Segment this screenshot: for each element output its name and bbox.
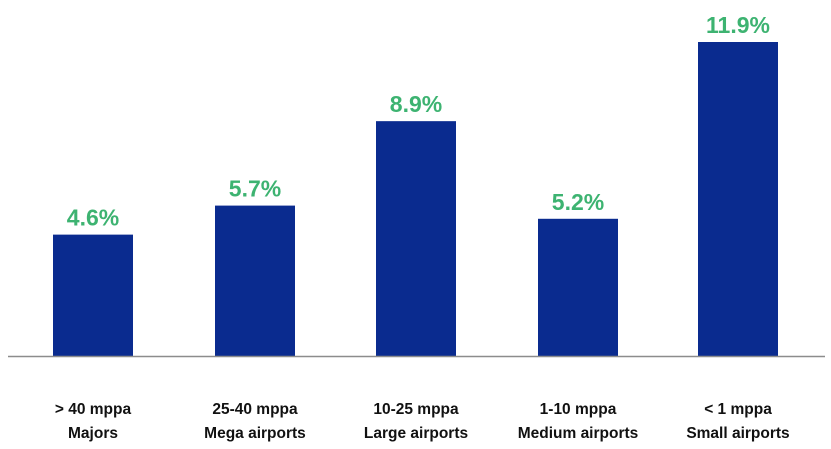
category-label-4-line-0: < 1 mppa [704,401,772,418]
category-labels-group: > 40 mppa Majors 25-40 mppa Mega airports 10… [55,401,790,442]
bar-3 [538,218,618,356]
value-label-1: 5.7% [229,176,281,202]
bar-1 [215,205,295,356]
value-labels-group: 4.6% 5.7% 8.9% 5.2% 11.9% [67,12,770,231]
category-label-2-line-0: 10-25 mppa [373,401,459,418]
bar-2 [376,121,456,356]
category-label-1-line-0: 25-40 mppa [212,401,298,418]
value-label-4: 11.9% [706,12,770,38]
category-label-3-line-1: Medium airports [518,425,639,442]
value-label-0: 4.6% [67,205,119,231]
category-label-0-line-1: Majors [68,425,118,442]
value-label-2: 8.9% [390,91,442,117]
category-label-0-line-0: > 40 mppa [55,401,132,418]
value-label-3: 5.2% [552,189,604,215]
category-label-3-line-0: 1-10 mppa [540,401,617,418]
bar-0 [53,234,133,356]
bars-group [53,42,778,356]
category-label-4-line-1: Small airports [686,425,789,442]
category-label-2-line-1: Large airports [364,425,468,442]
bar-4 [698,42,778,356]
category-label-1-line-1: Mega airports [204,425,306,442]
